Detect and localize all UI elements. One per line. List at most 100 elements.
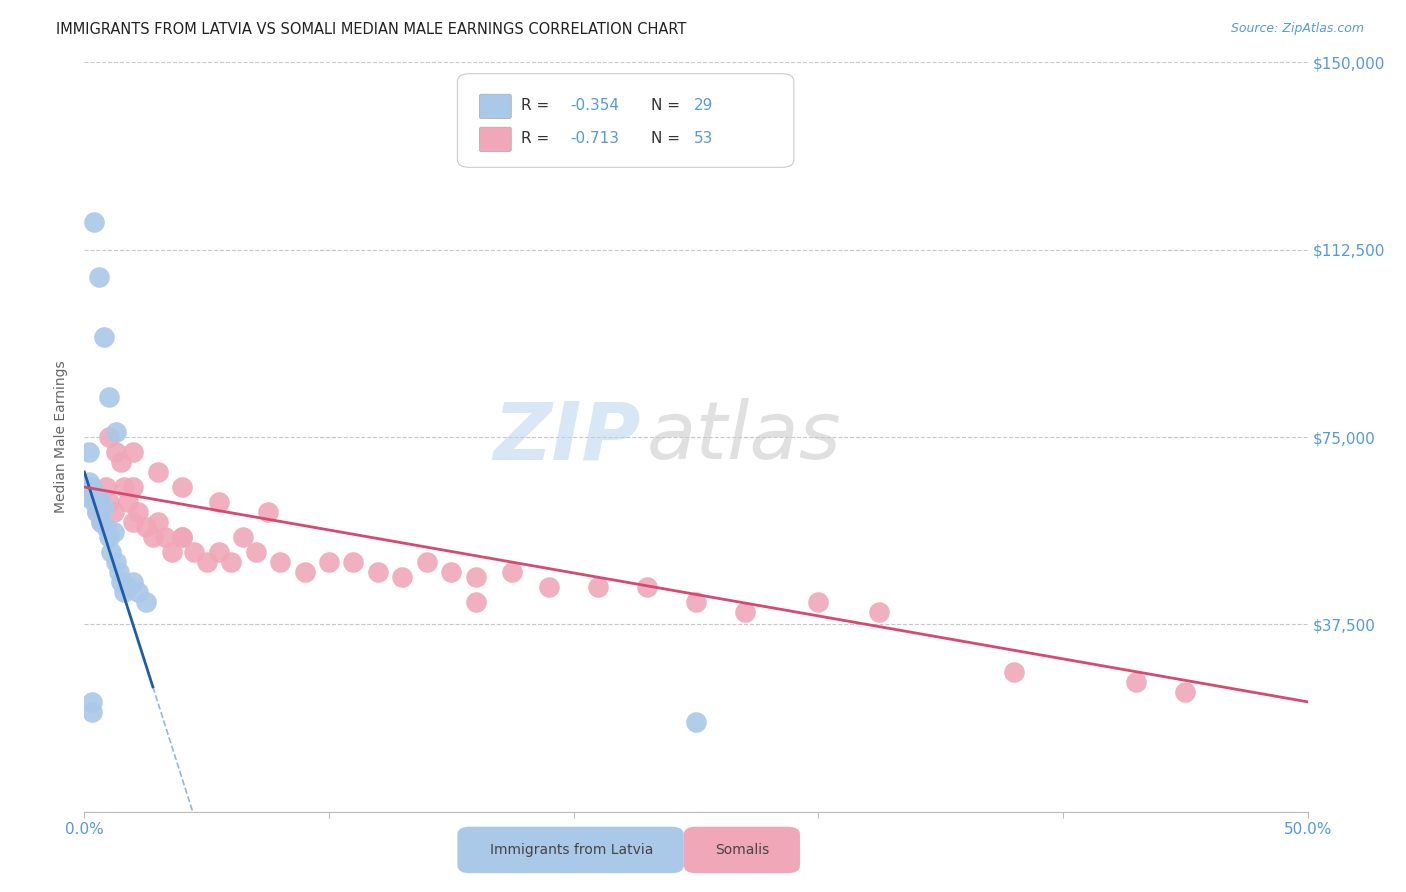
Point xyxy=(105,445,128,459)
Text: IMMIGRANTS FROM LATVIA VS SOMALI MEDIAN MALE EARNINGS CORRELATION CHART: IMMIGRANTS FROM LATVIA VS SOMALI MEDIAN … xyxy=(56,22,686,37)
Text: -0.713: -0.713 xyxy=(569,131,619,146)
Point xyxy=(80,490,103,504)
Point xyxy=(269,555,291,569)
Point xyxy=(87,490,110,504)
Point xyxy=(538,580,561,594)
Point xyxy=(342,555,364,569)
Point xyxy=(87,270,110,285)
Point xyxy=(440,565,463,579)
Point xyxy=(107,565,129,579)
Text: -0.354: -0.354 xyxy=(569,98,619,113)
Point xyxy=(122,574,145,589)
Point xyxy=(685,714,707,729)
Point xyxy=(76,490,98,504)
Point xyxy=(80,695,103,709)
Point xyxy=(80,480,103,494)
Point xyxy=(80,705,103,719)
Point xyxy=(586,580,609,594)
Text: 53: 53 xyxy=(693,131,713,146)
Point xyxy=(103,505,125,519)
Point xyxy=(135,520,157,534)
Point xyxy=(100,545,122,559)
Point xyxy=(105,425,128,439)
Point xyxy=(146,465,169,479)
Point xyxy=(153,530,176,544)
Point xyxy=(219,555,242,569)
Point xyxy=(86,505,108,519)
Text: R =: R = xyxy=(522,98,554,113)
Point xyxy=(83,215,105,229)
Point xyxy=(318,555,340,569)
Text: Source: ZipAtlas.com: Source: ZipAtlas.com xyxy=(1230,22,1364,36)
Point xyxy=(122,445,145,459)
Text: R =: R = xyxy=(522,131,554,146)
Point xyxy=(172,480,194,494)
Point xyxy=(183,545,205,559)
Point xyxy=(103,524,125,539)
Point xyxy=(110,574,132,589)
Point xyxy=(172,530,194,544)
Point xyxy=(208,495,231,509)
Point xyxy=(93,330,115,344)
Point xyxy=(90,515,112,529)
Point xyxy=(112,585,135,599)
Point xyxy=(90,515,112,529)
Point xyxy=(734,605,756,619)
Point xyxy=(294,565,316,579)
Point xyxy=(1125,674,1147,689)
Point xyxy=(162,545,184,559)
Point xyxy=(83,495,105,509)
Point xyxy=(807,595,830,609)
Point xyxy=(110,455,132,469)
Point xyxy=(117,580,139,594)
Point xyxy=(97,495,120,509)
Text: N =: N = xyxy=(651,131,685,146)
Point xyxy=(127,505,149,519)
Point xyxy=(195,555,218,569)
Point xyxy=(257,505,280,519)
Point xyxy=(122,480,145,494)
Point xyxy=(464,570,486,584)
FancyBboxPatch shape xyxy=(457,74,794,168)
Point xyxy=(97,390,120,404)
Point xyxy=(245,545,267,559)
Point xyxy=(96,480,118,494)
Point xyxy=(502,565,524,579)
Point xyxy=(97,530,120,544)
Text: ZIP: ZIP xyxy=(494,398,641,476)
FancyBboxPatch shape xyxy=(479,128,512,152)
Point xyxy=(1002,665,1025,679)
Point xyxy=(1174,685,1197,699)
Text: N =: N = xyxy=(651,98,685,113)
Point xyxy=(367,565,389,579)
Point xyxy=(112,480,135,494)
Point xyxy=(869,605,891,619)
Point xyxy=(86,505,108,519)
Point xyxy=(172,530,194,544)
Point xyxy=(685,595,707,609)
Text: Immigrants from Latvia: Immigrants from Latvia xyxy=(489,843,652,857)
Point xyxy=(122,515,145,529)
Y-axis label: Median Male Earnings: Median Male Earnings xyxy=(55,360,69,514)
Point xyxy=(135,595,157,609)
Point xyxy=(77,475,100,489)
FancyBboxPatch shape xyxy=(479,95,512,119)
Point xyxy=(127,585,149,599)
Point xyxy=(142,530,165,544)
Point xyxy=(93,500,115,514)
Point xyxy=(96,520,118,534)
Point xyxy=(464,595,486,609)
Point xyxy=(97,430,120,444)
Text: atlas: atlas xyxy=(647,398,842,476)
Point xyxy=(117,495,139,509)
FancyBboxPatch shape xyxy=(457,827,683,873)
FancyBboxPatch shape xyxy=(683,827,800,873)
Point xyxy=(232,530,254,544)
Point xyxy=(208,545,231,559)
Point xyxy=(636,580,658,594)
Point xyxy=(391,570,413,584)
Point xyxy=(105,555,128,569)
Point xyxy=(146,515,169,529)
Text: 29: 29 xyxy=(693,98,713,113)
Point xyxy=(416,555,439,569)
